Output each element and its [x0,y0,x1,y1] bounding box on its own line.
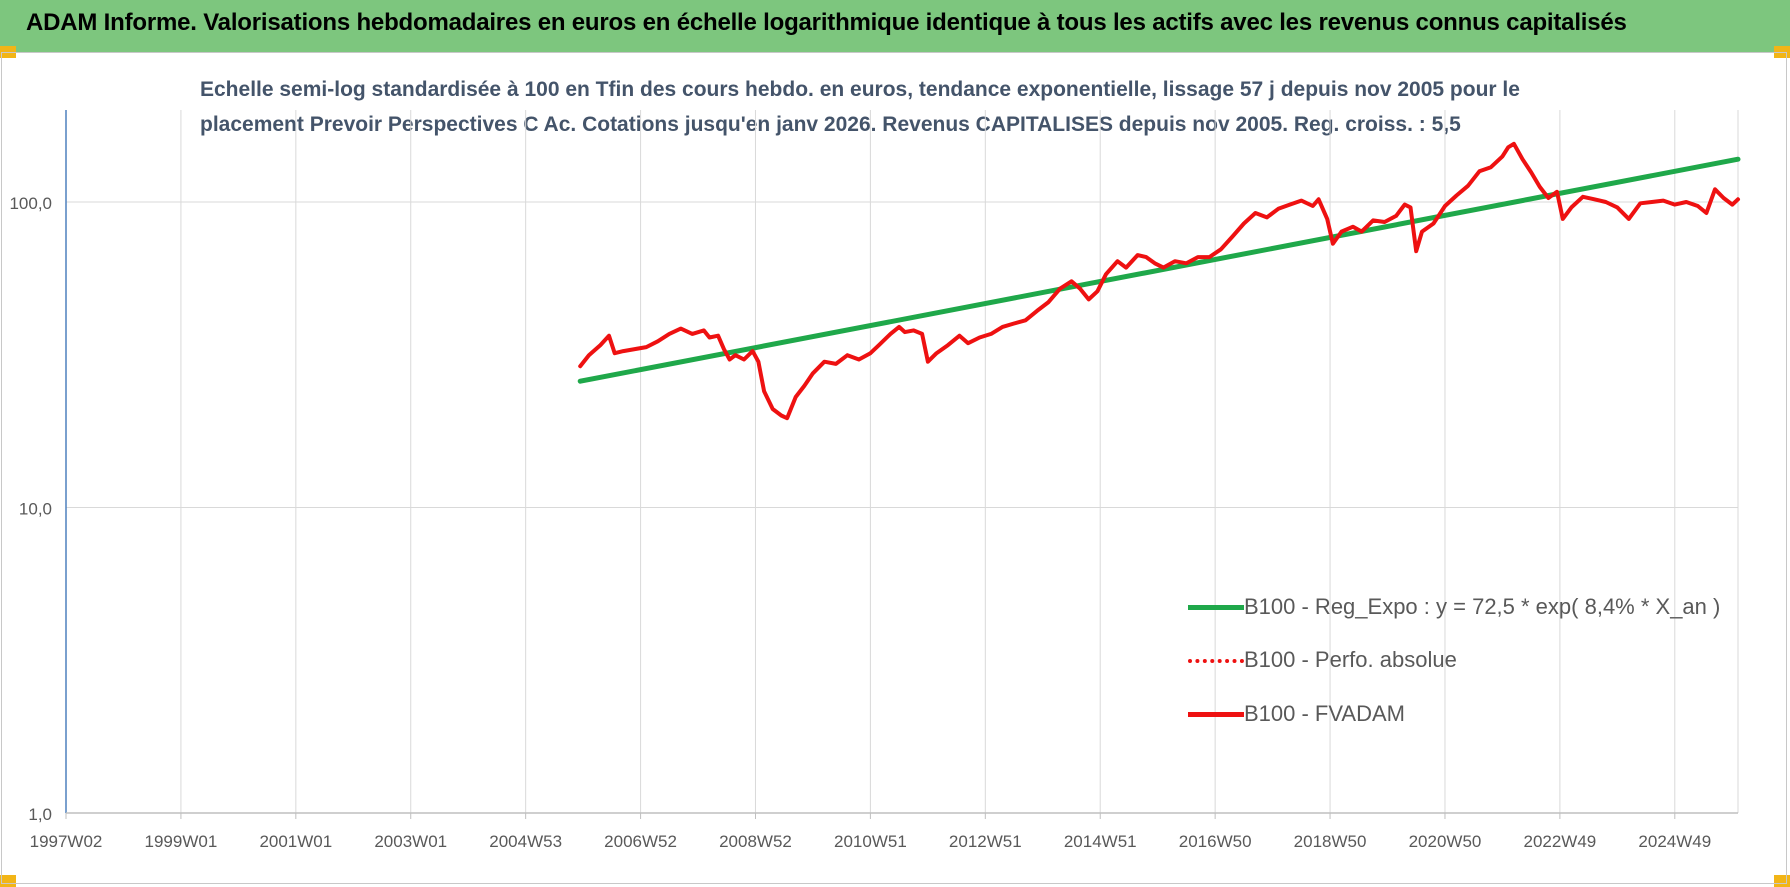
y-tick-label: 100,0 [9,194,52,213]
series-line-trend [577,156,1741,384]
x-tick-label: 2022W49 [1523,832,1596,851]
page-title: ADAM Informe. Valorisations hebdomadaire… [26,9,1627,36]
x-tick-label: 2024W49 [1638,832,1711,851]
x-tick-label: 2018W50 [1294,832,1367,851]
x-tick-label: 2014W51 [1064,832,1137,851]
series [577,141,1741,421]
chart-title-line-1: Echelle semi-log standardisée à 100 en T… [200,78,1520,101]
legend-swatch-perfo [1188,659,1244,663]
y-tick-label: 10,0 [19,499,52,518]
legend-label-perfo: B100 - Perfo. absolue [1244,647,1457,672]
x-tick-label: 2020W50 [1409,832,1482,851]
x-tick-label: 1999W01 [145,832,218,851]
grid [65,110,1739,814]
x-tick-label: 2012W51 [949,832,1022,851]
series-line-fvadam [578,141,1740,421]
x-tick-label: 2004W53 [489,832,562,851]
chart-title-line-2: placement Prevoir Perspectives C Ac. Cot… [200,113,1461,136]
x-tick-label: 2001W01 [259,832,332,851]
x-tick-label: 2008W52 [719,832,792,851]
legend-swatch-fvadam [1188,712,1244,717]
x-tick-label: 2003W01 [374,832,447,851]
x-tick-label: 1997W02 [30,832,103,851]
legend-swatch-trend [1188,605,1244,610]
y-tick-label: 1,0 [28,805,52,824]
axes: 1997W02 1999W01 2001W01 2003W01 2004W53 2006W… [9,110,1738,851]
x-tick-label: 2006W52 [604,832,677,851]
corner-mark-bottom-left [0,875,16,887]
legend-label-trend: B100 - Reg_Expo : y = 72,5 * exp( 8,4% *… [1244,594,1721,619]
header-bar: ADAM Informe. Valorisations hebdomadaire… [0,0,1790,52]
legend-label-fvadam: B100 - FVADAM [1244,701,1405,726]
x-tick-label: 2016W50 [1179,832,1252,851]
x-tick-label: 2010W51 [834,832,907,851]
